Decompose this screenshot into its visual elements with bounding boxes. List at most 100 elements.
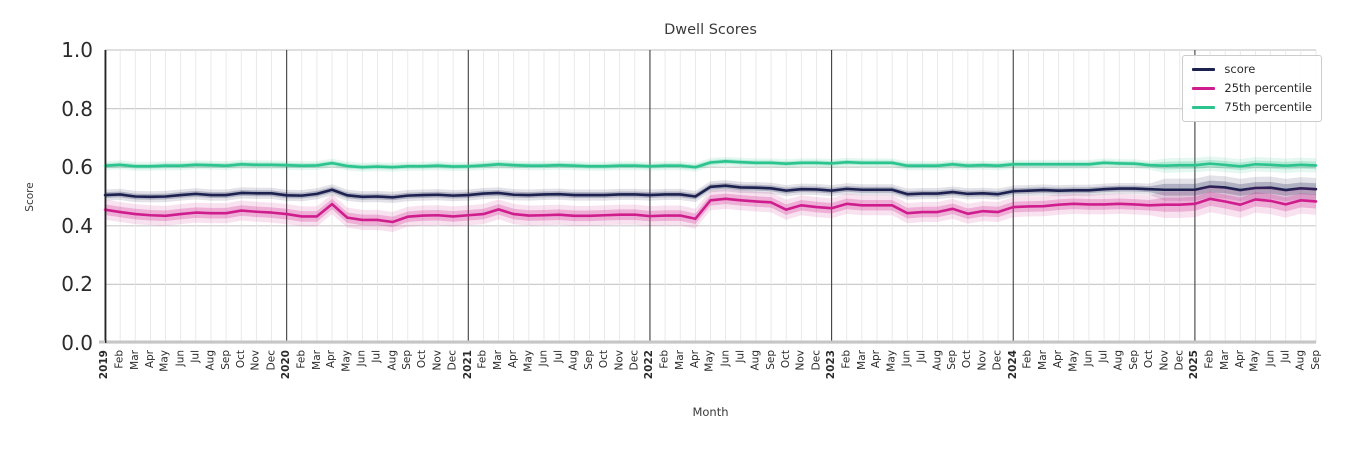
x-tick-month-label: Jul bbox=[189, 350, 202, 363]
y-tick-label: 0.6 bbox=[61, 155, 93, 180]
x-tick-month-label: Mar bbox=[855, 350, 868, 370]
x-tick-month-label: Nov bbox=[249, 350, 262, 371]
y-tick-label: 0.0 bbox=[61, 331, 93, 355]
x-tick-month-label: May bbox=[340, 350, 353, 372]
x-tick-month-label: Jun bbox=[355, 350, 368, 367]
x-tick-month-label: Apr bbox=[325, 350, 338, 369]
x-tick-month-label: Dec bbox=[809, 350, 822, 371]
x-tick-month-label: Aug bbox=[931, 350, 944, 371]
x-tick-month-label: Jun bbox=[1264, 350, 1277, 367]
x-tick-month-label: Dec bbox=[991, 350, 1004, 371]
x-tick-month-label: Jul bbox=[915, 350, 928, 363]
x-tick-month-label: Apr bbox=[507, 350, 520, 369]
x-tick-month-label: Nov bbox=[1158, 350, 1171, 371]
x-tick-month-label: Aug bbox=[1112, 350, 1125, 371]
x-tick-month-label: Feb bbox=[1021, 350, 1034, 369]
legend-swatch-line bbox=[1192, 86, 1216, 90]
x-tick-month-label: Apr bbox=[688, 350, 701, 369]
x-tick-month-label: Sep bbox=[946, 350, 959, 370]
x-tick-month-label: Mar bbox=[1218, 350, 1231, 370]
legend: score 25th percentile 75th percentile bbox=[1182, 55, 1322, 122]
x-tick-month-label: Jul bbox=[552, 350, 565, 363]
x-tick-month-label: Aug bbox=[567, 350, 580, 371]
x-tick-month-label: Feb bbox=[1203, 350, 1216, 369]
x-tick-month-label: Dec bbox=[628, 350, 641, 371]
x-tick-year-label: 2025 bbox=[1188, 350, 1201, 380]
legend-swatch-line bbox=[1192, 105, 1216, 109]
x-axis-label: Month bbox=[692, 405, 729, 419]
x-tick-month-label: Sep bbox=[1309, 350, 1322, 370]
x-tick-month-label: Feb bbox=[113, 350, 126, 369]
x-tick-month-label: Dec bbox=[1173, 350, 1186, 371]
x-tick-month-label: Jun bbox=[174, 350, 187, 367]
x-tick-year-label: 2019 bbox=[98, 350, 111, 380]
x-tick-month-label: Sep bbox=[764, 350, 777, 370]
x-tick-month-label: Jul bbox=[370, 350, 383, 363]
x-tick-month-label: Nov bbox=[794, 350, 807, 371]
plot-area bbox=[99, 49, 1318, 344]
y-tick-label: 0.4 bbox=[61, 213, 93, 238]
line-chart bbox=[99, 49, 1318, 344]
x-tick-month-label: May bbox=[885, 350, 898, 372]
x-tick-month-label: Mar bbox=[673, 350, 686, 370]
x-tick-month-label: Jul bbox=[1097, 350, 1110, 363]
chart-title: Dwell Scores bbox=[664, 22, 757, 38]
y-axis-label: Score bbox=[24, 182, 36, 212]
x-tick-month-label: Mar bbox=[310, 350, 323, 370]
x-tick-month-label: Jun bbox=[537, 350, 550, 367]
legend-item: 25th percentile bbox=[1192, 80, 1312, 96]
x-tick-month-label: Feb bbox=[840, 350, 853, 369]
x-tick-year-label: 2024 bbox=[1006, 350, 1019, 380]
x-tick-month-label: Sep bbox=[401, 350, 414, 370]
x-tick-month-label: Oct bbox=[598, 350, 611, 369]
x-tick-month-label: Sep bbox=[1127, 350, 1140, 370]
x-tick-month-label: Jul bbox=[734, 350, 747, 363]
x-tick-year-label: 2022 bbox=[643, 350, 656, 380]
x-tick-month-label: Mar bbox=[128, 350, 141, 370]
x-tick-month-label: Aug bbox=[1294, 350, 1307, 371]
x-tick-month-label: Oct bbox=[234, 350, 247, 369]
x-tick-month-label: Feb bbox=[658, 350, 671, 369]
x-tick-month-label: Jun bbox=[900, 350, 913, 367]
y-tick-label: 1.0 bbox=[61, 38, 93, 62]
x-tick-month-label: May bbox=[159, 350, 172, 372]
x-tick-month-label: Dec bbox=[265, 350, 277, 371]
x-tick-month-label: May bbox=[1248, 350, 1261, 372]
x-axis-ticks: 2019 Feb Mar Apr May Jun Jul Aug Sep Oct Nov Dec 202… bbox=[0, 350, 1350, 410]
legend-swatch-line bbox=[1192, 67, 1216, 71]
x-tick-month-label: Feb bbox=[476, 350, 489, 369]
legend-label: 25th percentile bbox=[1224, 81, 1312, 95]
legend-item: 75th percentile bbox=[1192, 99, 1312, 115]
x-tick-month-label: Oct bbox=[1142, 350, 1155, 369]
x-tick-month-label: Mar bbox=[1037, 350, 1050, 370]
x-tick-month-label: Apr bbox=[1052, 350, 1065, 369]
x-tick-month-label: Oct bbox=[779, 350, 792, 369]
x-tick-month-label: Aug bbox=[204, 350, 217, 371]
y-tick-label: 0.8 bbox=[61, 96, 93, 121]
x-tick-month-label: Oct bbox=[416, 350, 429, 369]
x-tick-month-label: Feb bbox=[295, 350, 308, 369]
x-tick-month-label: Oct bbox=[961, 350, 974, 369]
x-tick-month-label: Jul bbox=[1279, 350, 1292, 363]
x-tick-month-label: Mar bbox=[492, 350, 505, 370]
x-tick-month-label: Jun bbox=[1082, 350, 1095, 367]
legend-label: 75th percentile bbox=[1224, 100, 1312, 114]
x-tick-year-label: 2020 bbox=[280, 350, 293, 380]
legend-items: score 25th percentile 75th percentile bbox=[1192, 61, 1312, 115]
x-tick-month-label: Aug bbox=[386, 350, 399, 371]
legend-item: score bbox=[1192, 61, 1312, 77]
x-tick-month-label: May bbox=[522, 350, 535, 372]
x-tick-month-label: Sep bbox=[219, 350, 232, 370]
x-tick-month-label: Sep bbox=[582, 350, 595, 370]
x-tick-month-label: May bbox=[1067, 350, 1080, 372]
x-tick-month-label: May bbox=[704, 350, 716, 372]
x-tick-month-label: Nov bbox=[431, 350, 444, 371]
legend-label: score bbox=[1224, 62, 1256, 76]
x-tick-month-label: Apr bbox=[1233, 350, 1246, 369]
x-tick-month-label: Jun bbox=[719, 350, 732, 367]
x-tick-year-label: 2021 bbox=[461, 350, 474, 380]
x-tick-month-label: Apr bbox=[143, 350, 156, 369]
x-tick-month-label: Nov bbox=[976, 350, 989, 371]
y-tick-label: 0.2 bbox=[61, 272, 93, 297]
